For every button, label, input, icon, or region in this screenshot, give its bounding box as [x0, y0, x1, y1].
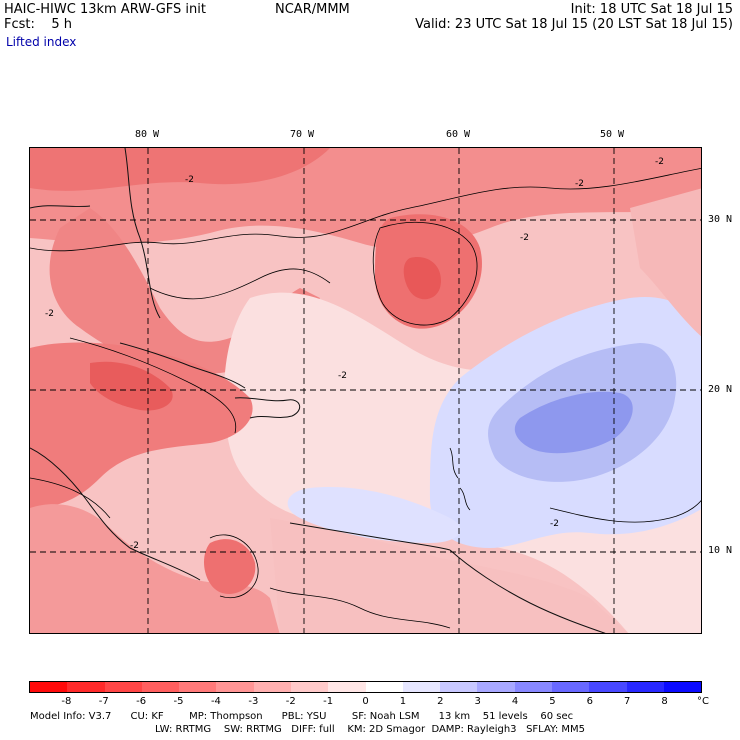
map-panel: -2 -2 -2 -2 -2 -2 -2 -2 [29, 147, 702, 634]
colorbar-tick-label: 0 [362, 696, 369, 707]
colorbar-swatch [104, 682, 142, 692]
colorbar-tick-label: 2 [437, 696, 444, 707]
contour-label: -2 [550, 519, 559, 529]
lon-label-80w: 80 W [135, 129, 160, 140]
colorbar-tick-label: -3 [248, 696, 259, 707]
colorbar-swatch [328, 682, 366, 692]
lifted-index-field: -2 -2 -2 -2 -2 -2 -2 -2 [30, 148, 701, 633]
colorbar-tick-label: -8 [61, 696, 72, 707]
lat-label-20n: 20 N [708, 384, 733, 395]
colorbar-swatch [514, 682, 552, 692]
colorbar-swatch [179, 682, 217, 692]
colorbar-unit: °C [697, 696, 709, 707]
contour-label: -2 [45, 309, 54, 319]
colorbar-swatch [589, 682, 627, 692]
colorbar-tick-label: 5 [549, 696, 556, 707]
model-info-line2: LW: RRTMG SW: RRTMG DIFF: full KM: 2D Sm… [155, 724, 585, 735]
lat-label-30n: 30 N [708, 214, 733, 225]
lat-label-10n: 10 N [708, 545, 733, 556]
model-title: HAIC-HIWC 13km ARW-GFS init [4, 2, 206, 17]
colorbar-swatch [440, 682, 478, 692]
colorbar-swatch [402, 682, 441, 692]
colorbar-tick-label: 6 [586, 696, 594, 707]
colorbar-swatch [216, 682, 254, 692]
colorbar-tick-label: -4 [210, 696, 221, 707]
colorbar-tick-label: 3 [474, 696, 481, 707]
colorbar-swatch [626, 682, 664, 692]
valid-time: Valid: 23 UTC Sat 18 Jul 15 (20 LST Sat … [415, 17, 733, 32]
colorbar-tick-label: 1 [399, 696, 407, 707]
org-label: NCAR/MMM [275, 2, 350, 17]
colorbar-tick-label: -2 [285, 696, 296, 707]
colorbar [29, 681, 702, 693]
colorbar-tick-label: -7 [98, 696, 109, 707]
lon-label-60w: 60 W [446, 129, 471, 140]
field-name: Lifted index [6, 35, 77, 49]
contour-label: -2 [655, 157, 664, 167]
colorbar-tick-label: -6 [136, 696, 147, 707]
contour-label: -2 [185, 175, 194, 185]
colorbar-tick-label: -1 [323, 696, 334, 707]
contour-label: -2 [575, 179, 584, 189]
init-time: Init: 18 UTC Sat 18 Jul 15 [570, 2, 733, 17]
lon-label-70w: 70 W [290, 129, 315, 140]
colorbar-swatch [30, 682, 68, 692]
colorbar-tick-label: 8 [661, 696, 668, 707]
contour-label: -2 [520, 233, 529, 243]
colorbar-swatch [253, 682, 291, 692]
model-info-line1: Model Info: V3.7 CU: KF MP: Thompson PBL… [30, 711, 574, 722]
colorbar-swatch [141, 682, 180, 692]
colorbar-swatch [551, 682, 590, 692]
colorbar-swatch [663, 682, 702, 692]
lon-label-50w: 50 W [600, 129, 625, 140]
colorbar-tick-label: -5 [173, 696, 184, 707]
colorbar-swatch [477, 682, 515, 692]
forecast-hour: Fcst: 5 h [4, 17, 73, 32]
colorbar-tick-label: 7 [624, 696, 631, 707]
colorbar-swatch [290, 682, 329, 692]
colorbar-swatch [67, 682, 105, 692]
colorbar-swatch [365, 682, 403, 692]
contour-label: -2 [130, 541, 139, 551]
contour-label: -2 [338, 371, 347, 381]
colorbar-tick-label: 4 [511, 696, 519, 707]
